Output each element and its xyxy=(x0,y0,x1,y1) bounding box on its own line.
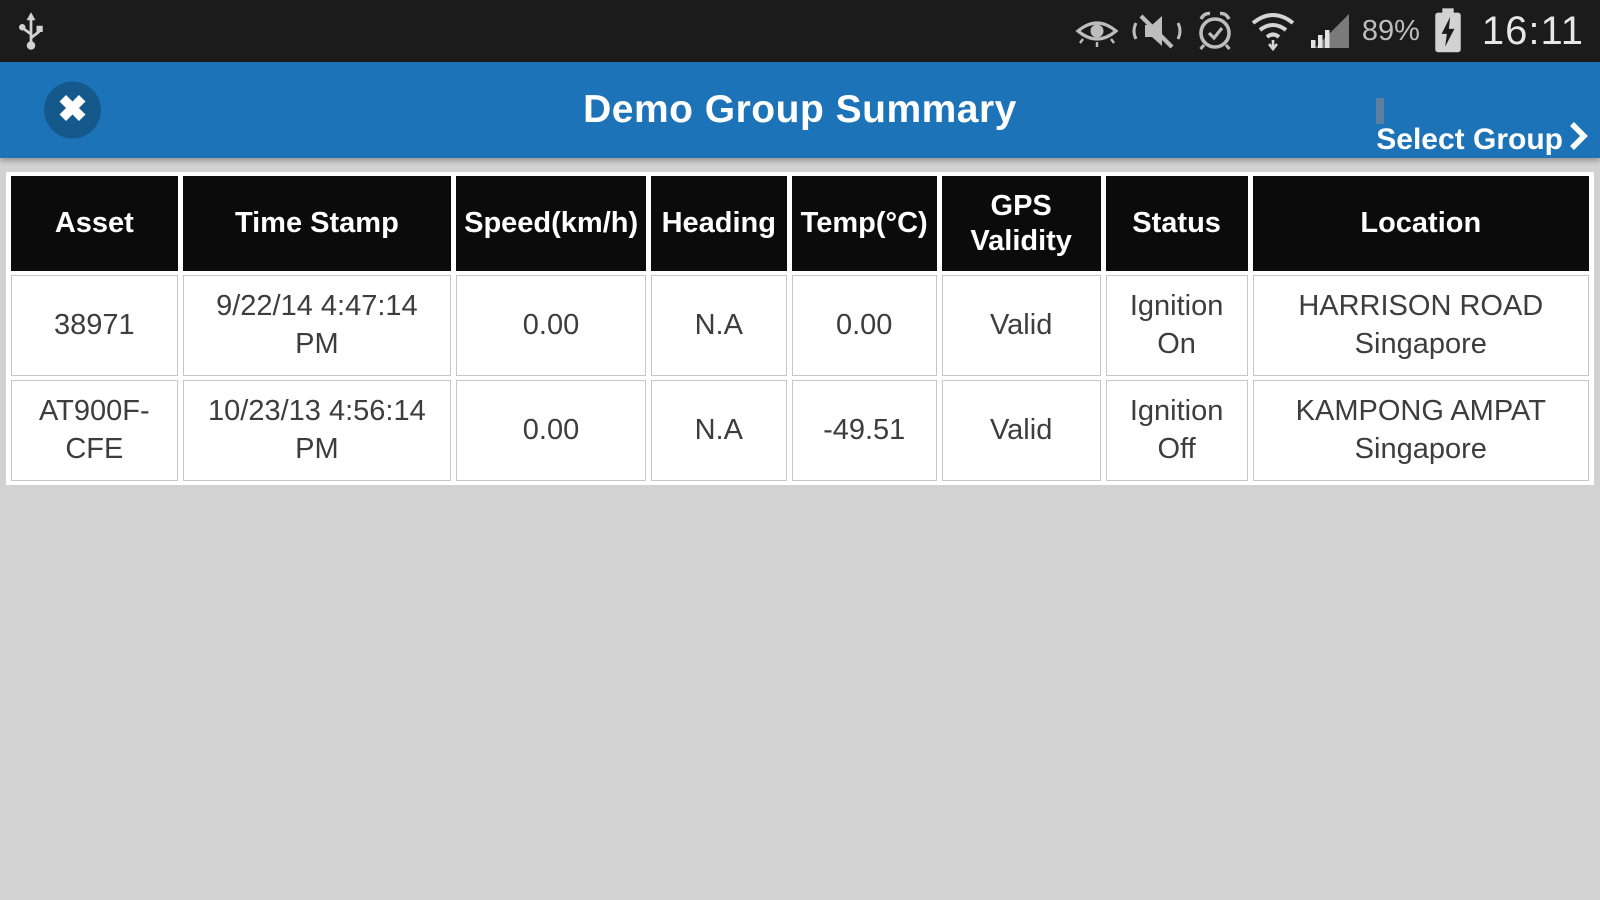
cell-temp: -49.51 xyxy=(791,380,937,481)
asset-summary-table: Asset Time Stamp Speed(km/h) Heading Tem… xyxy=(6,172,1594,485)
close-button[interactable] xyxy=(44,81,101,139)
cell-status: Ignition Off xyxy=(1105,380,1248,481)
col-header-asset: Asset xyxy=(11,176,178,271)
mute-vibrate-icon xyxy=(1132,11,1182,51)
col-header-timestamp: Time Stamp xyxy=(182,176,452,271)
status-bar: 89% 16:11 xyxy=(0,0,1600,62)
cell-location: HARRISON ROAD Singapore xyxy=(1252,275,1589,376)
col-header-speed: Speed(km/h) xyxy=(456,176,646,271)
status-time: 16:11 xyxy=(1481,8,1584,53)
battery-percent: 89% xyxy=(1361,14,1420,47)
cell-timestamp: 9/22/14 4:47:14 PM xyxy=(182,275,452,376)
content-area: Asset Time Stamp Speed(km/h) Heading Tem… xyxy=(0,158,1600,485)
battery-charging-icon xyxy=(1431,8,1465,54)
cell-speed: 0.00 xyxy=(456,380,646,481)
col-header-gps-validity: GPS Validity xyxy=(941,176,1101,271)
cell-signal-icon xyxy=(1309,12,1351,50)
smart-stay-eye-icon xyxy=(1073,12,1121,50)
col-header-heading: Heading xyxy=(650,176,787,271)
cell-speed: 0.00 xyxy=(456,275,646,376)
cell-asset: AT900F-CFE xyxy=(11,380,178,481)
close-x-icon xyxy=(56,91,89,129)
cell-heading: N.A xyxy=(650,275,787,376)
cell-gps-validity: Valid xyxy=(941,275,1101,376)
alarm-icon xyxy=(1193,10,1237,52)
cell-asset: 38971 xyxy=(11,275,178,376)
menu-divider-tick xyxy=(1376,98,1384,124)
app-bar: Demo Group Summary Select Group xyxy=(0,62,1600,158)
cell-temp: 0.00 xyxy=(791,275,937,376)
cell-location: KAMPONG AMPAT Singapore xyxy=(1252,380,1589,481)
wifi-icon xyxy=(1248,10,1298,52)
cell-heading: N.A xyxy=(650,380,787,481)
select-group-button[interactable]: Select Group xyxy=(1376,121,1588,159)
cell-timestamp: 10/23/13 4:56:14 PM xyxy=(182,380,452,481)
col-header-temp: Temp(°C) xyxy=(791,176,937,271)
col-header-location: Location xyxy=(1252,176,1589,271)
cell-status: Ignition On xyxy=(1105,275,1248,376)
chevron-right-icon xyxy=(1568,121,1588,159)
col-header-status: Status xyxy=(1105,176,1248,271)
page-title: Demo Group Summary xyxy=(583,88,1017,131)
table-row-asset-38971[interactable]: 38971 9/22/14 4:47:14 PM 0.00 N.A 0.00 V… xyxy=(11,275,1589,376)
cell-gps-validity: Valid xyxy=(941,380,1101,481)
select-group-label: Select Group xyxy=(1376,123,1563,156)
usb-icon xyxy=(16,10,46,52)
table-header-row: Asset Time Stamp Speed(km/h) Heading Tem… xyxy=(11,176,1589,271)
table-row-asset-at900f-cfe[interactable]: AT900F-CFE 10/23/13 4:56:14 PM 0.00 N.A … xyxy=(11,380,1589,481)
